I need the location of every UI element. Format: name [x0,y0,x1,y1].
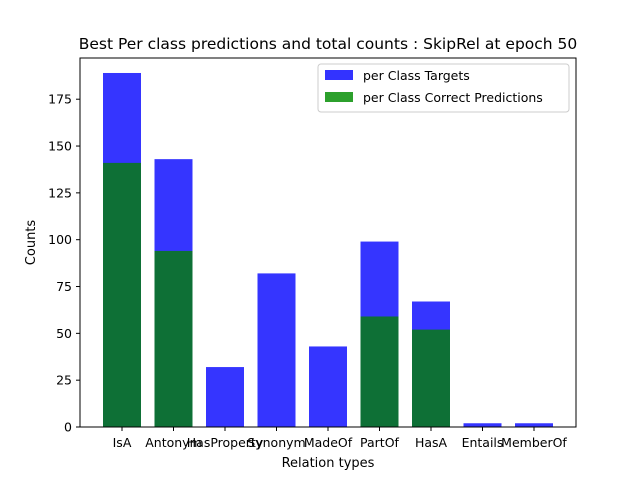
bar-correct-partof [360,316,399,427]
bar-targets-madeof [309,346,347,427]
bar-targets-memberof [515,423,553,427]
y-tick-label: 150 [48,139,72,154]
x-tick-label-antonym: Antonym [145,435,202,450]
y-tick-label: 125 [48,185,72,200]
y-tick-label: 25 [56,373,72,388]
y-axis-label: Counts [24,220,39,266]
x-tick-label-entails: Entails [462,435,504,450]
bar-correct-hasa [412,329,450,427]
y-tick-label: 175 [48,92,72,107]
bar-correct-antonym [154,250,193,427]
x-tick-label-memberof: MemberOf [501,435,567,450]
legend-label-targets: per Class Targets [363,68,470,83]
y-tick-label: 50 [56,326,72,341]
legend-swatch-targets [325,70,353,80]
x-tick-label-partof: PartOf [360,435,400,450]
chart-title: Best Per class predictions and total cou… [79,35,578,53]
x-tick-label-hasa: HasA [415,435,448,450]
y-axis-ticks: 0 25 50 75 100 125 150 175 [48,92,80,435]
bar-targets-hasproperty [206,367,244,427]
x-tick-label-hasproperty: HasProperty [187,435,264,450]
y-tick-label: 100 [48,232,72,247]
legend-box [317,63,570,113]
legend: per Class Targets per Class Correct Pred… [317,63,570,113]
legend-label-correct: per Class Correct Predictions [363,90,543,105]
x-tick-label-madeof: MadeOf [304,435,353,450]
x-tick-label-synonym: Synonym [247,435,305,450]
bar-targets-synonym [257,273,296,427]
bars-layer [103,72,553,427]
legend-swatch-correct [325,92,353,102]
x-tick-label-isa: IsA [113,435,132,450]
y-tick-label: 0 [64,420,72,435]
bar-correct-isa [103,162,141,427]
y-tick-label: 75 [56,279,72,294]
x-axis-label: Relation types [282,456,375,471]
bar-targets-entails [463,423,502,427]
